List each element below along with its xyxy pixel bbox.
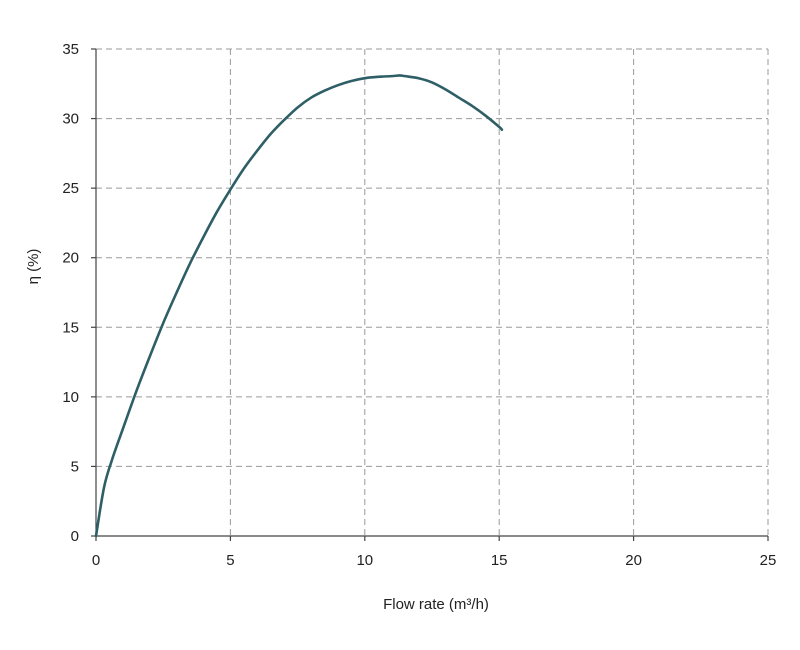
x-tick-label: 0 xyxy=(92,552,100,569)
y-tick-label: 10 xyxy=(62,389,79,406)
x-tick-label: 10 xyxy=(356,552,373,569)
grid xyxy=(96,48,769,536)
tick-labels: 0 5 10 15 20 25 0 5 10 15 20 25 30 35 xyxy=(62,41,776,569)
y-tick-label: 35 xyxy=(62,41,79,58)
series xyxy=(94,74,504,538)
y-axis-title: η (%) xyxy=(25,249,42,285)
y-tick-label: 5 xyxy=(71,458,79,475)
x-tick-label: 25 xyxy=(760,552,777,569)
x-axis-title: Flow rate (m³/h) xyxy=(383,596,489,613)
x-tick-label: 5 xyxy=(226,552,234,569)
y-tick-label: 25 xyxy=(62,180,79,197)
x-tick-label: 20 xyxy=(625,552,642,569)
y-tick-label: 20 xyxy=(62,250,79,267)
y-tick-label: 30 xyxy=(62,111,79,128)
y-tick-label: 0 xyxy=(71,528,79,545)
y-tick-label: 15 xyxy=(62,319,79,336)
efficiency-series-line xyxy=(94,74,504,538)
x-tick-label: 15 xyxy=(491,552,508,569)
axes xyxy=(91,48,769,541)
